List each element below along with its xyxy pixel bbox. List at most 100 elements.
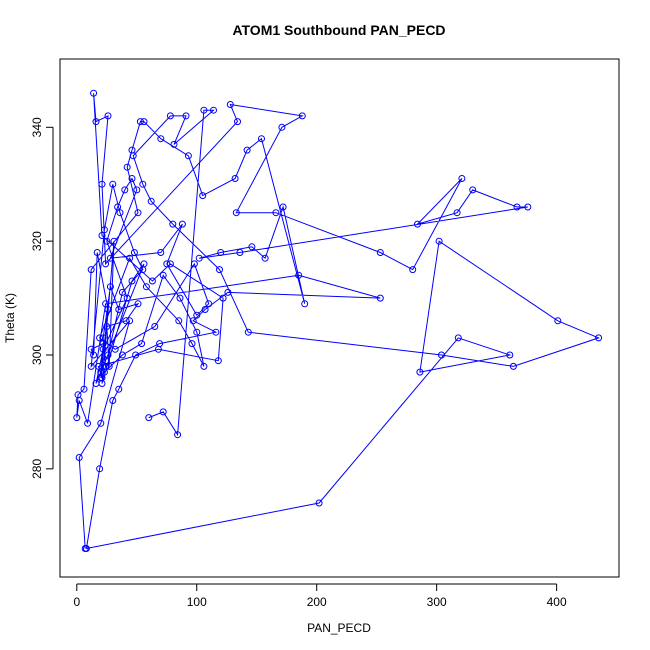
data-point bbox=[524, 203, 532, 211]
data-point bbox=[96, 334, 104, 342]
data-point bbox=[106, 254, 114, 262]
data-point bbox=[184, 152, 192, 160]
data-point bbox=[109, 397, 117, 404]
data-point bbox=[138, 340, 146, 348]
data-point bbox=[166, 260, 174, 268]
data-point bbox=[99, 334, 107, 342]
data-point bbox=[435, 237, 443, 245]
x-axis-label: PAN_PECD bbox=[307, 621, 371, 635]
data-point bbox=[145, 414, 153, 422]
data-point bbox=[195, 254, 203, 262]
data-point bbox=[376, 294, 384, 302]
data-point bbox=[175, 317, 183, 325]
data-point bbox=[216, 266, 223, 274]
data-point bbox=[438, 351, 445, 359]
data-point bbox=[595, 334, 603, 342]
data-point bbox=[73, 414, 81, 422]
data-point bbox=[98, 374, 106, 382]
data-point bbox=[554, 317, 562, 325]
data-point bbox=[301, 300, 309, 308]
data-point bbox=[126, 254, 134, 262]
data-point bbox=[224, 288, 232, 296]
data-point bbox=[134, 209, 142, 217]
data-point bbox=[114, 203, 122, 211]
data-point bbox=[214, 357, 222, 365]
data-point bbox=[132, 351, 140, 359]
x-tick-label: 0 bbox=[73, 595, 80, 609]
data-point bbox=[513, 203, 521, 211]
data-point bbox=[188, 340, 196, 348]
data-point bbox=[151, 323, 159, 330]
data-point bbox=[110, 237, 118, 245]
data-point bbox=[453, 209, 461, 217]
data-point bbox=[104, 306, 112, 313]
x-tick-label: 100 bbox=[187, 595, 207, 609]
data-point bbox=[118, 288, 126, 296]
data-point bbox=[80, 385, 88, 393]
data-point bbox=[201, 306, 209, 313]
data-point bbox=[178, 220, 186, 228]
data-point bbox=[244, 328, 252, 336]
data-point bbox=[298, 112, 306, 120]
data-point bbox=[123, 294, 131, 302]
data-point bbox=[278, 123, 286, 131]
data-point bbox=[458, 175, 466, 182]
data-point bbox=[94, 362, 102, 370]
y-axis-label: Theta (K) bbox=[3, 293, 17, 343]
data-point bbox=[109, 180, 117, 188]
data-point bbox=[163, 260, 171, 268]
data-point bbox=[199, 192, 207, 200]
data-point bbox=[166, 112, 174, 120]
data-point bbox=[469, 186, 477, 194]
data-point bbox=[136, 118, 144, 126]
data-point bbox=[248, 243, 256, 251]
data-point bbox=[217, 249, 225, 256]
data-point bbox=[103, 237, 111, 245]
data-point bbox=[75, 454, 83, 461]
data-point bbox=[140, 260, 148, 268]
data-point bbox=[272, 209, 280, 217]
data-point bbox=[174, 431, 182, 439]
y-axis: 280 300 320 340 bbox=[30, 117, 54, 479]
data-point bbox=[75, 397, 83, 404]
y-tick-label: 320 bbox=[30, 231, 44, 251]
data-point bbox=[157, 135, 165, 143]
data-point bbox=[454, 334, 462, 342]
data-point bbox=[193, 328, 201, 336]
data-point bbox=[157, 249, 165, 256]
data-point bbox=[121, 186, 129, 194]
data-point bbox=[414, 220, 421, 228]
x-tick-label: 400 bbox=[547, 595, 567, 609]
data-point bbox=[87, 362, 95, 370]
data-point bbox=[133, 186, 141, 194]
data-point bbox=[236, 249, 244, 256]
data-point bbox=[210, 106, 217, 114]
data-point bbox=[116, 209, 124, 217]
data-point bbox=[122, 317, 130, 325]
data-point bbox=[102, 260, 110, 268]
data-point bbox=[134, 300, 142, 308]
data-point bbox=[82, 545, 90, 552]
data-point bbox=[232, 209, 240, 217]
data-point bbox=[130, 249, 138, 256]
data-point bbox=[315, 499, 323, 507]
data-point bbox=[231, 175, 239, 182]
data-point bbox=[200, 106, 208, 114]
data-point bbox=[212, 328, 220, 336]
data-point bbox=[92, 118, 100, 126]
x-tick-label: 300 bbox=[427, 595, 447, 609]
data-point bbox=[102, 362, 110, 370]
x-axis: 0 100 200 300 400 bbox=[73, 583, 567, 609]
series-points bbox=[73, 89, 603, 552]
data-point bbox=[409, 266, 417, 274]
data-point bbox=[190, 260, 198, 268]
data-point bbox=[295, 271, 303, 279]
data-point bbox=[87, 266, 95, 274]
data-point bbox=[234, 118, 241, 126]
plot-frame bbox=[59, 58, 620, 578]
data-point bbox=[103, 323, 111, 330]
data-point bbox=[416, 368, 424, 376]
data-point bbox=[506, 351, 514, 359]
data-point bbox=[93, 249, 101, 256]
data-point bbox=[98, 180, 106, 188]
